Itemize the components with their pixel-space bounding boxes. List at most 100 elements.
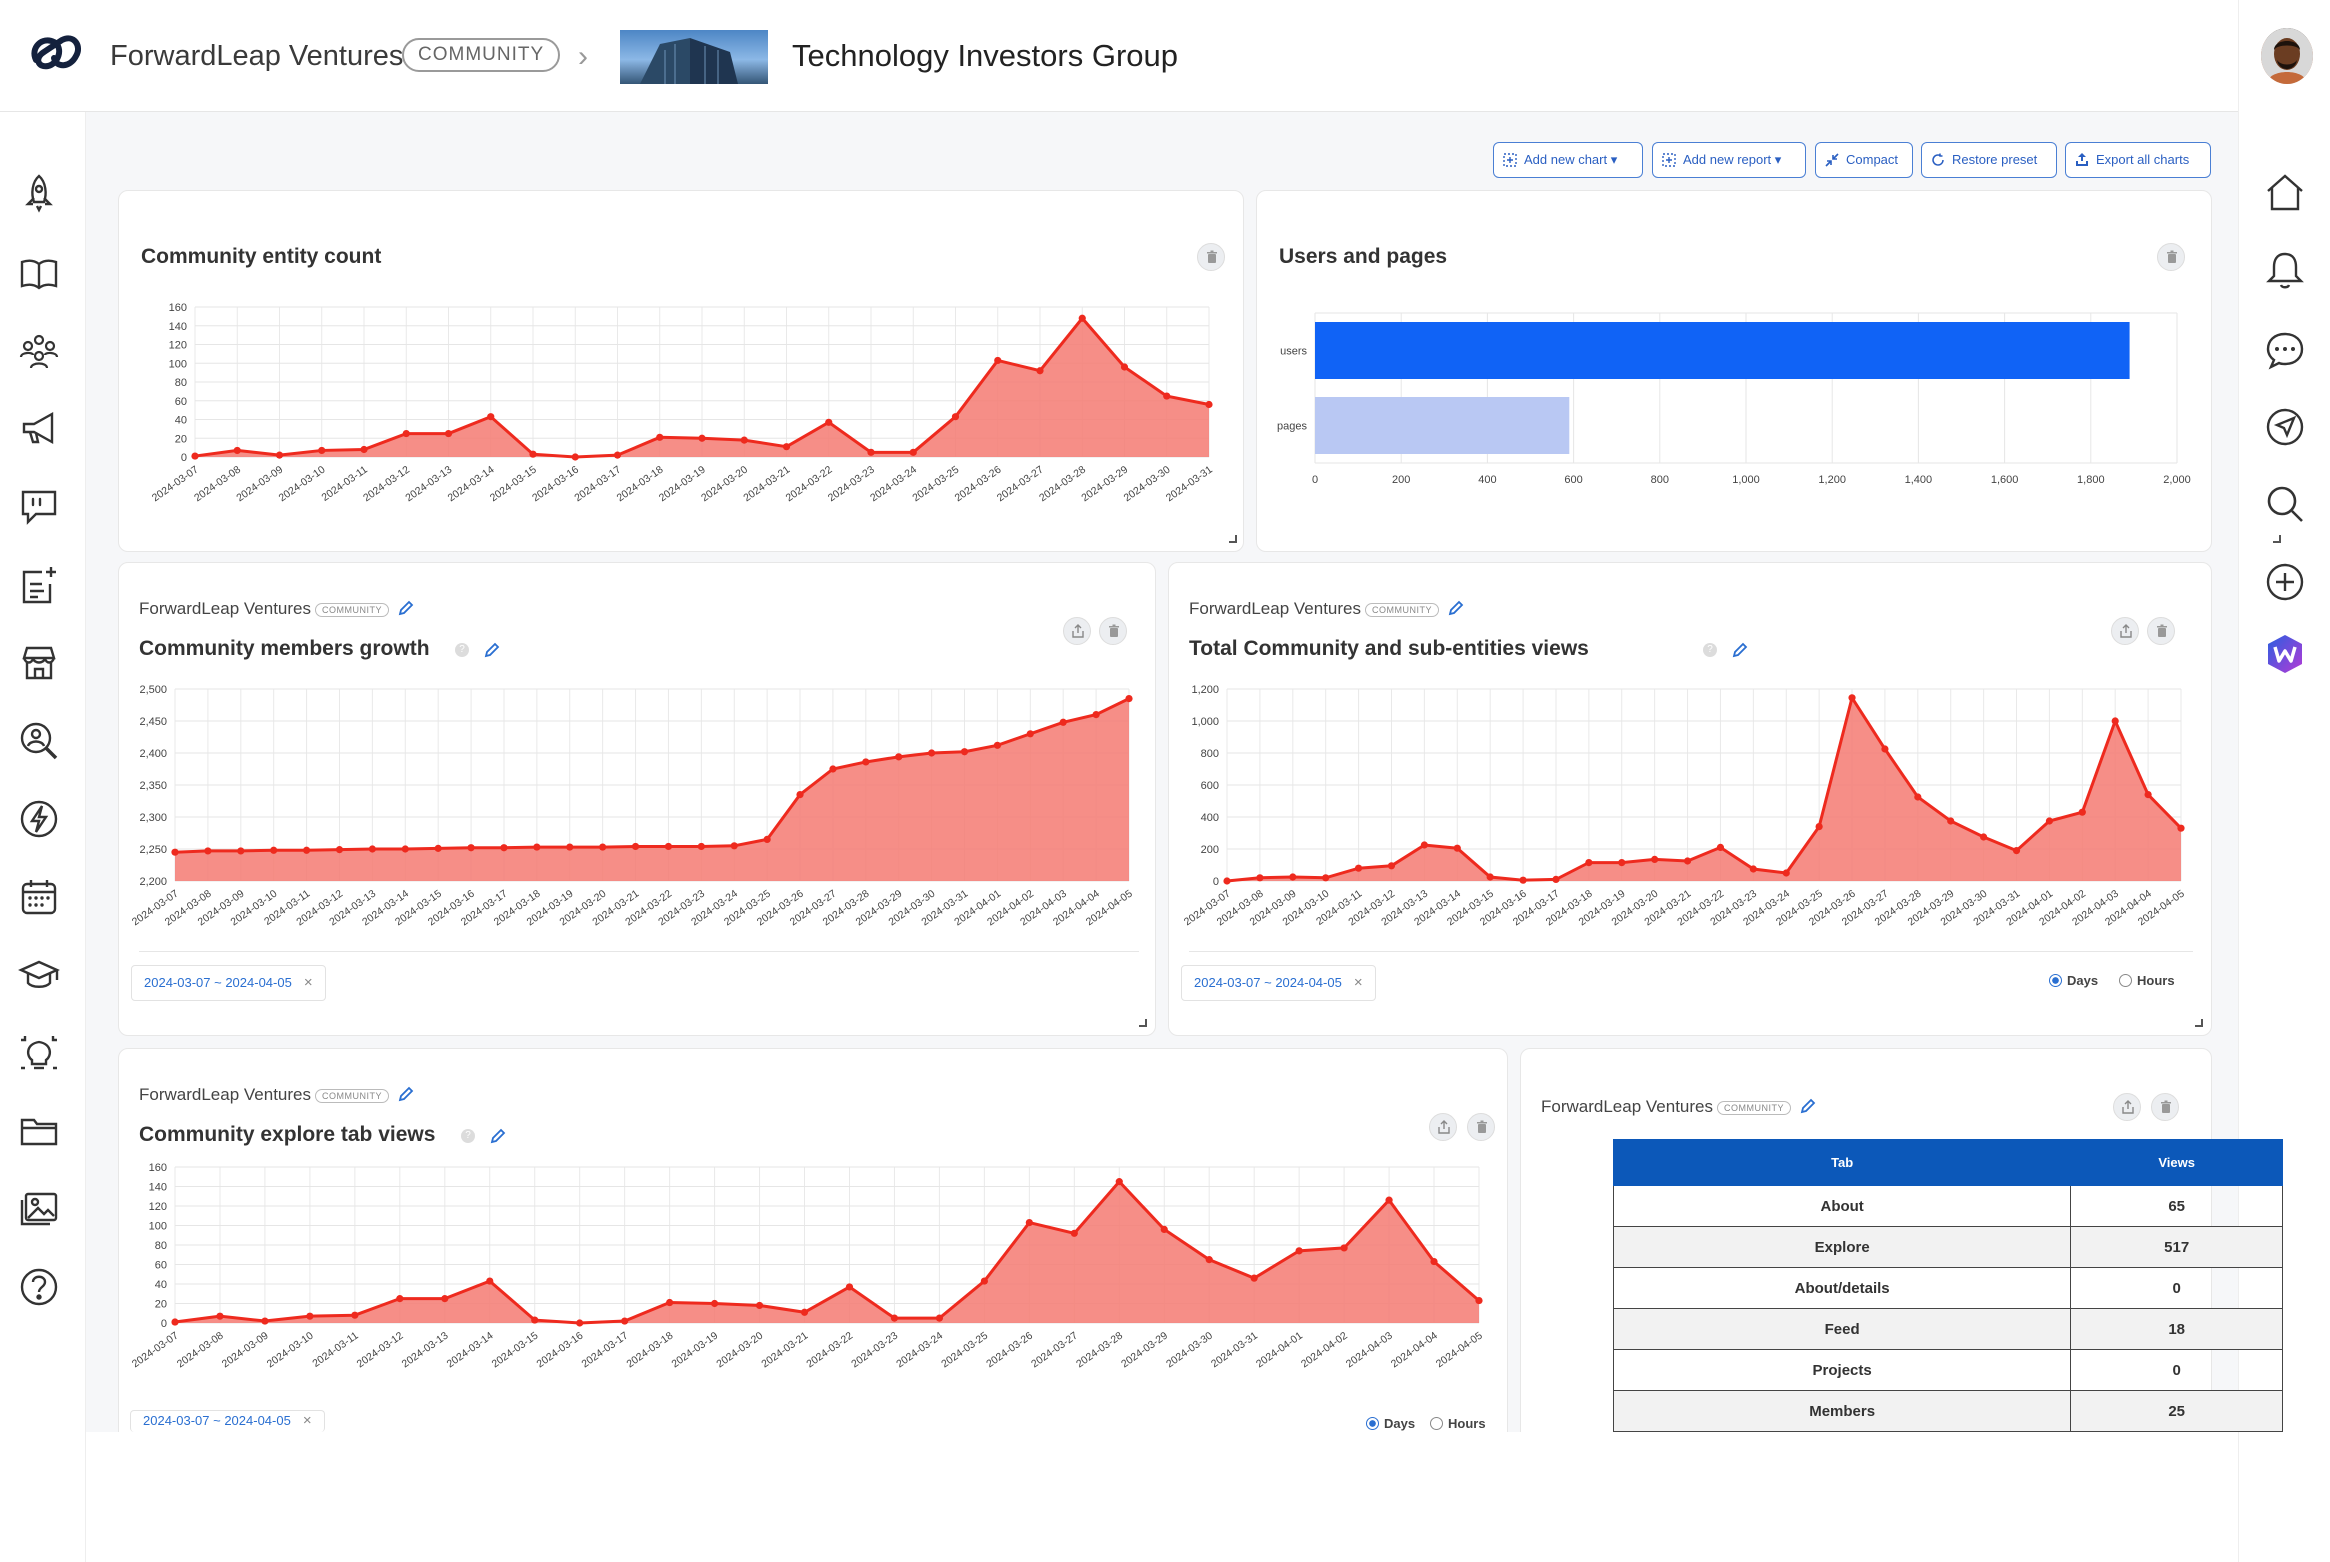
- series-area: [175, 698, 1129, 881]
- hours-radio[interactable]: Hours: [2119, 973, 2175, 988]
- date-range-chip[interactable]: 2024-03-07 ~ 2024-04-05 ×: [1181, 965, 1376, 1001]
- edit-owner-icon[interactable]: [1447, 599, 1465, 617]
- delete-chart-button[interactable]: [2157, 243, 2185, 271]
- gallery-icon[interactable]: [18, 1188, 60, 1230]
- data-point: [1205, 400, 1213, 409]
- column-header-views[interactable]: Views: [2070, 1139, 2283, 1186]
- resize-handle[interactable]: [1229, 535, 1237, 543]
- hours-radio[interactable]: Hours: [1430, 1416, 1486, 1432]
- y-tick-label: 100: [149, 1221, 167, 1233]
- data-point: [1026, 730, 1034, 738]
- delete-chart-button[interactable]: [1197, 243, 1225, 271]
- book-icon[interactable]: [18, 252, 60, 294]
- chat-quote-icon[interactable]: [18, 486, 60, 528]
- delete-chart-button[interactable]: [1467, 1113, 1495, 1141]
- help-icon[interactable]: ?: [455, 643, 469, 657]
- add-post-icon[interactable]: [18, 564, 60, 606]
- community-name[interactable]: ForwardLeap Ventures: [110, 40, 404, 72]
- data-point: [1385, 1196, 1393, 1204]
- delete-chart-button[interactable]: [2147, 617, 2175, 645]
- lightning-icon[interactable]: [18, 798, 60, 840]
- owner-name[interactable]: ForwardLeap Ventures: [139, 1085, 311, 1104]
- compact-button[interactable]: Compact: [1815, 142, 1913, 178]
- series-line: [1226, 694, 2183, 883]
- resize-handle[interactable]: [2195, 1019, 2203, 1027]
- share-chart-button[interactable]: [2111, 617, 2139, 645]
- data-point: [951, 413, 960, 421]
- edit-title-icon[interactable]: [483, 641, 501, 659]
- share-chart-button[interactable]: [2113, 1093, 2141, 1121]
- data-point: [441, 1295, 449, 1303]
- help-icon[interactable]: [18, 1266, 60, 1308]
- send-icon[interactable]: [2264, 406, 2306, 448]
- data-point: [1295, 1247, 1303, 1255]
- add-new-report-button[interactable]: Add new report ▾: [1652, 142, 1806, 178]
- data-point: [396, 1295, 404, 1303]
- card-title: Community members growth: [139, 637, 430, 660]
- days-radio[interactable]: Days: [2049, 973, 2098, 988]
- data-point: [351, 1311, 359, 1319]
- edit-owner-icon[interactable]: [397, 599, 415, 617]
- edit-owner-icon[interactable]: [397, 1085, 415, 1103]
- user-avatar[interactable]: [2261, 28, 2313, 84]
- owner-name[interactable]: ForwardLeap Ventures: [1189, 599, 1361, 618]
- edit-owner-icon[interactable]: [1799, 1097, 1817, 1115]
- y-tick-label: 20: [175, 433, 187, 445]
- export-all-charts-button[interactable]: Export all charts: [2065, 142, 2211, 178]
- owner-name[interactable]: ForwardLeap Ventures: [139, 599, 311, 618]
- days-radio[interactable]: Days: [1366, 1416, 1415, 1432]
- members-growth-card: ForwardLeap Ventures COMMUNITY Community…: [118, 562, 1156, 1036]
- x-tick-label: 2,000: [2163, 474, 2191, 486]
- help-icon[interactable]: ?: [461, 1129, 475, 1143]
- megaphone-icon[interactable]: [18, 408, 60, 450]
- x-tick-label: 2024-03-16: [535, 1330, 586, 1371]
- x-tick-label: 2024-03-21: [741, 464, 792, 505]
- data-point: [755, 1301, 764, 1310]
- rocket-icon[interactable]: [18, 172, 60, 214]
- date-range-chip[interactable]: 2024-03-07 ~ 2024-04-05 ×: [130, 1410, 325, 1432]
- x-tick-label: 1,600: [1991, 474, 2019, 486]
- delete-chart-button[interactable]: [1099, 617, 1127, 645]
- delete-chart-button[interactable]: [2151, 1093, 2179, 1121]
- x-tick-label: 2024-03-07: [150, 464, 201, 505]
- calendar-icon[interactable]: [18, 876, 60, 918]
- folder-icon[interactable]: [18, 1110, 60, 1152]
- group-title: Technology Investors Group: [792, 38, 1178, 73]
- search-person-icon[interactable]: [18, 720, 60, 762]
- search-icon[interactable]: [2264, 483, 2306, 525]
- lightbulb-icon[interactable]: [18, 1032, 60, 1074]
- restore-preset-button[interactable]: Restore preset: [1921, 142, 2057, 178]
- app-logo-icon[interactable]: [2264, 633, 2306, 675]
- people-icon[interactable]: [18, 330, 60, 372]
- help-icon[interactable]: ?: [1703, 643, 1717, 657]
- plus-icon[interactable]: [2264, 561, 2306, 603]
- users-pages-card: Users and pages 0 200 400 600 800 1,000 1,200 1…: [1256, 190, 2281, 552]
- edit-title-icon[interactable]: [1731, 641, 1749, 659]
- y-tick-label: 600: [1201, 780, 1219, 792]
- graduation-icon[interactable]: [18, 954, 60, 996]
- data-point: [487, 413, 495, 421]
- x-tick-label: 2024-03-12: [361, 464, 412, 505]
- resize-handle[interactable]: [2273, 535, 2281, 543]
- bell-icon[interactable]: [2264, 249, 2306, 291]
- data-point: [740, 436, 748, 444]
- add-new-chart-button[interactable]: Add new chart ▾: [1493, 142, 1643, 178]
- divider: [139, 951, 1139, 952]
- home-icon[interactable]: [2264, 171, 2306, 213]
- resize-handle[interactable]: [1139, 1019, 1147, 1027]
- owner-name[interactable]: ForwardLeap Ventures: [1541, 1097, 1713, 1116]
- x-tick-label: 2024-03-23: [826, 464, 877, 505]
- edit-title-icon[interactable]: [489, 1127, 507, 1145]
- store-icon[interactable]: [18, 642, 60, 684]
- x-tick-label: 2024-03-28: [1037, 464, 1088, 505]
- column-header-tab[interactable]: Tab: [1612, 1139, 2072, 1186]
- data-point: [993, 741, 1002, 749]
- breadcrumb-chevron-icon: ›: [578, 40, 588, 73]
- x-tick-label: 2024-03-30: [1122, 464, 1173, 505]
- date-range-chip[interactable]: 2024-03-07 ~ 2024-04-05 ×: [131, 965, 326, 1001]
- y-tick-label: 140: [169, 321, 187, 333]
- chat-icon[interactable]: [2264, 329, 2306, 371]
- share-chart-button[interactable]: [1429, 1113, 1457, 1141]
- share-chart-button[interactable]: [1063, 617, 1091, 645]
- app-logo-icon[interactable]: [28, 30, 84, 78]
